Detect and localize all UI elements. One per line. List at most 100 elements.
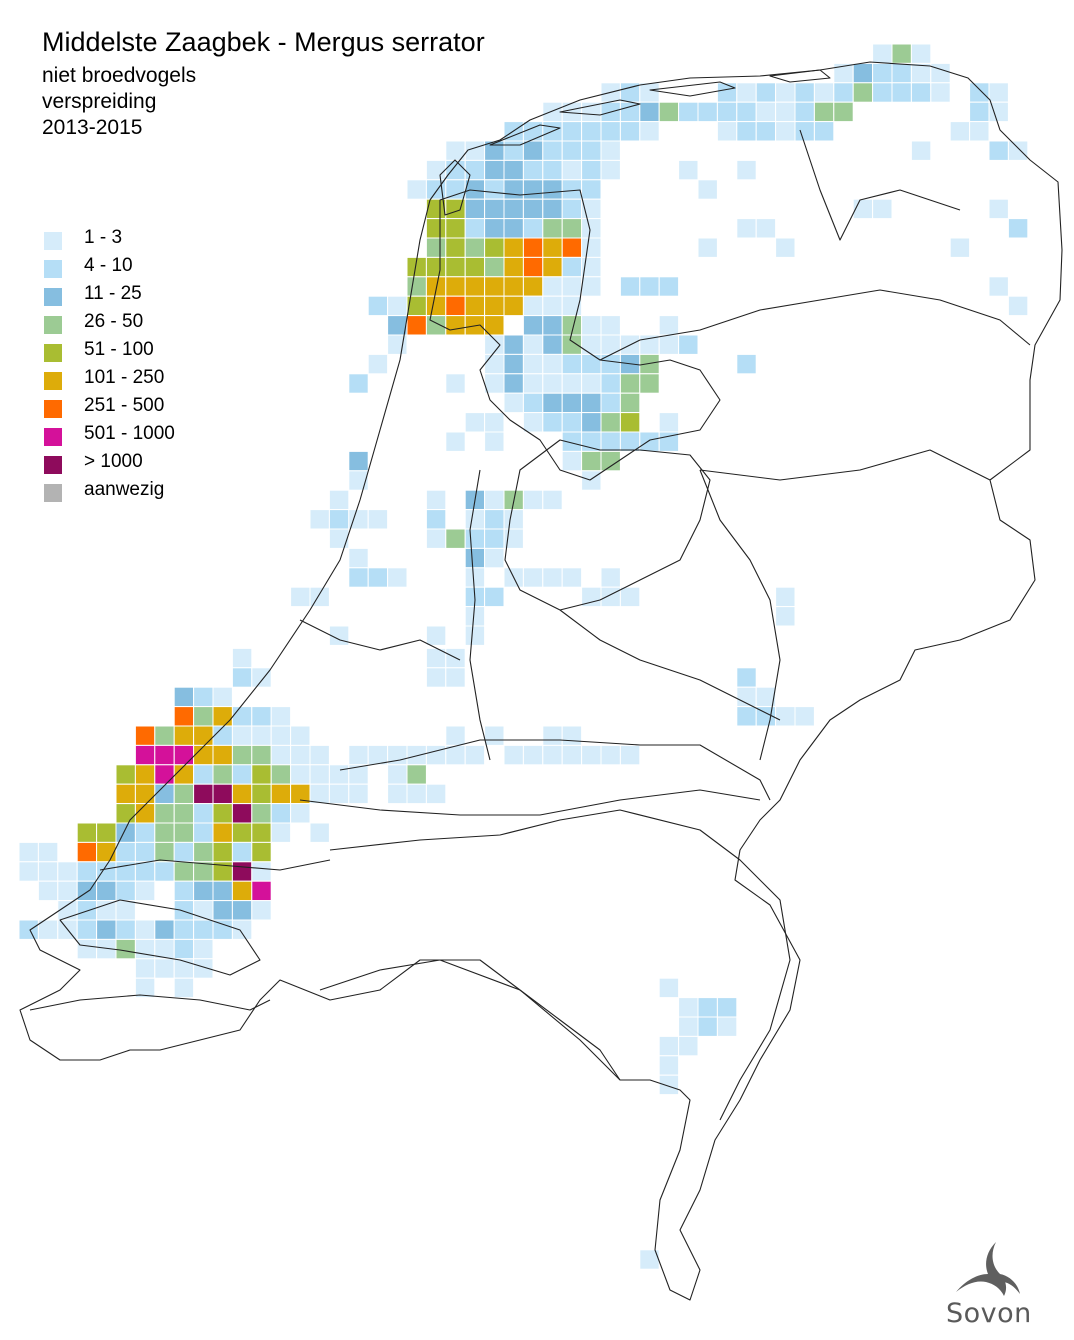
grid-cell	[522, 295, 544, 317]
grid-cell	[193, 900, 214, 921]
grid-cell	[658, 1055, 680, 1076]
grid-cell	[872, 198, 893, 220]
grid-cell	[193, 919, 214, 940]
grid-cell	[542, 373, 563, 394]
grid-cell	[173, 783, 195, 805]
grid-cell	[231, 725, 253, 746]
grid-cell	[212, 803, 233, 824]
grid-cell	[484, 725, 505, 746]
grid-cell	[425, 667, 447, 688]
grid-cell	[212, 919, 233, 940]
grid-cell	[503, 528, 524, 549]
grid-cell	[639, 276, 660, 297]
grid-cell	[212, 841, 233, 863]
grid-cell	[464, 159, 486, 181]
grid-cell	[600, 744, 621, 766]
province-line	[799, 129, 961, 241]
grid-cell	[600, 121, 621, 142]
grid-cell	[348, 470, 369, 491]
grid-cell	[270, 783, 292, 805]
grid-cell	[542, 179, 563, 200]
grid-cell	[464, 276, 486, 297]
subtitle-line-2: verspreiding	[42, 90, 157, 113]
grid-cell	[503, 179, 524, 200]
grid-cell	[678, 1016, 699, 1037]
legend-swatch	[44, 400, 62, 418]
grid-cell	[445, 276, 466, 297]
grid-cell	[600, 353, 621, 375]
grid-cell	[96, 919, 117, 940]
grid-cell	[309, 783, 330, 805]
grid-cell	[542, 567, 563, 588]
grid-cell	[813, 121, 835, 142]
province-line	[699, 449, 991, 481]
legend-swatch	[44, 232, 62, 250]
grid-cell	[425, 276, 447, 297]
grid-cell	[503, 334, 524, 355]
grid-cell	[154, 803, 175, 824]
grid-cell	[736, 159, 757, 181]
grid-cell	[445, 431, 466, 452]
grid-cell	[503, 159, 524, 181]
grid-cell	[775, 121, 796, 142]
grid-cell	[522, 334, 544, 355]
grid-cell	[522, 392, 544, 414]
island-terschelling	[559, 99, 641, 116]
grid-cell	[775, 101, 796, 123]
grid-cell	[445, 237, 466, 258]
grid-cell	[173, 822, 195, 843]
grid-cell	[251, 822, 272, 843]
grid-cell	[833, 82, 854, 103]
grid-cell	[290, 764, 311, 785]
grid-cell	[969, 101, 990, 123]
grid-cell	[522, 179, 544, 200]
grid-cell	[910, 43, 932, 64]
grid-cell	[600, 431, 621, 452]
legend-label: aanwezig	[84, 479, 165, 500]
grid-cell	[755, 218, 777, 239]
grid-cell	[193, 938, 214, 960]
grid-cell	[600, 140, 621, 161]
grid-cell	[173, 803, 195, 824]
grid-cell	[484, 586, 505, 608]
grid-cell	[581, 315, 602, 336]
grid-cell	[484, 237, 505, 258]
grid-cell	[658, 315, 680, 336]
grid-cell	[464, 237, 486, 258]
grid-cell	[464, 218, 486, 239]
grid-cell	[251, 803, 272, 824]
grid-cell	[464, 256, 486, 278]
grid-cell	[425, 528, 447, 549]
grid-cell	[794, 121, 815, 142]
grid-cell	[755, 82, 777, 103]
grid-cell	[755, 121, 777, 142]
grid-cell	[542, 725, 563, 746]
grid-cell	[619, 121, 641, 142]
grid-cell	[193, 880, 214, 902]
grid-cell	[173, 880, 195, 902]
grid-cell	[522, 140, 544, 161]
grid-cell	[464, 198, 486, 220]
grid-cell	[367, 744, 389, 766]
grid-cell	[96, 880, 117, 902]
grid-cell	[484, 412, 505, 433]
grid-cell	[484, 159, 505, 181]
grid-cell	[154, 861, 175, 882]
grid-cell	[193, 686, 214, 708]
grid-cell	[542, 256, 563, 278]
grid-cell	[930, 82, 951, 103]
grid-cell	[231, 841, 253, 863]
grid-cell	[406, 764, 427, 785]
river-rhine	[339, 739, 771, 801]
grid-cell	[464, 528, 486, 549]
grid-cell	[425, 783, 447, 805]
grid-cell	[522, 567, 544, 588]
grid-cell	[270, 822, 292, 843]
grid-cell	[775, 586, 796, 608]
grid-cell	[891, 82, 912, 103]
grid-cell	[503, 237, 524, 258]
grid-cell	[445, 667, 466, 688]
grid-cell	[193, 841, 214, 863]
grid-cell	[464, 744, 486, 766]
legend-swatch	[44, 260, 62, 278]
